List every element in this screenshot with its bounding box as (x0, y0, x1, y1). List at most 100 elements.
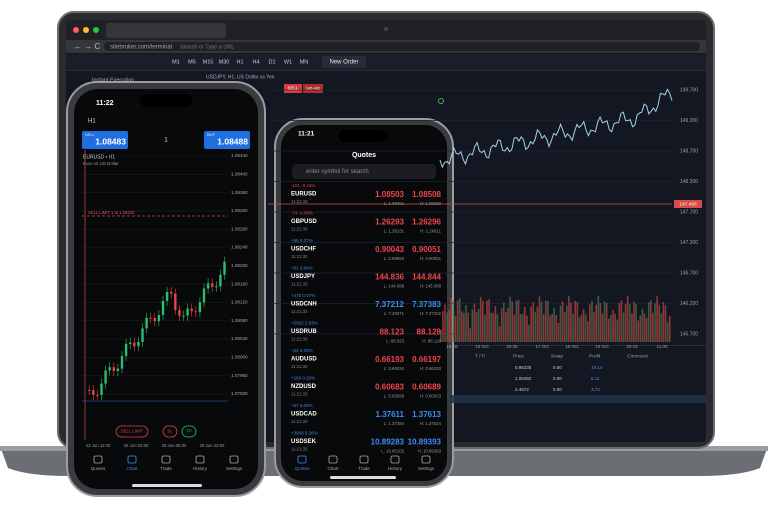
quote-ask[interactable]: 1.08508 (412, 190, 441, 199)
tab-icon[interactable] (161, 455, 171, 464)
quote-ask[interactable]: 10.89393 (408, 438, 442, 447)
timeframe[interactable]: H4 (252, 59, 259, 65)
quote-low: L: 10.85102 (381, 449, 404, 454)
candle-body (129, 342, 132, 344)
volume-bar (654, 303, 656, 342)
quote-bid[interactable]: 10.89283 (371, 438, 405, 447)
quote-symbol: USDCAD (291, 412, 317, 418)
volume-bar (568, 296, 570, 342)
timeframe[interactable]: M5 (188, 59, 196, 65)
volume-bar (572, 313, 574, 342)
quote-change: +67 0.05% (291, 403, 313, 408)
timeframe[interactable]: D1 (268, 59, 275, 65)
browser-tab[interactable] (106, 23, 226, 38)
tab-icon[interactable] (421, 455, 431, 464)
sell-box[interactable] (82, 131, 128, 149)
quote-ask[interactable]: 0.60689 (412, 383, 441, 392)
candle-body (100, 383, 103, 395)
left-phone-island (140, 94, 192, 107)
volume-bar (551, 313, 553, 342)
volume-bar (601, 313, 604, 342)
quote-high: H: 1.26611 (420, 229, 441, 234)
sell-price-box (303, 84, 323, 93)
quote-low: L: 0.66034 (384, 366, 405, 371)
quote-high: H: 145.088 (420, 284, 442, 289)
timeframe[interactable]: M30 (219, 59, 230, 65)
window-close[interactable] (73, 27, 79, 33)
quote-bid[interactable]: 0.90043 (375, 245, 404, 254)
quote-change: +2022 2.63% (291, 321, 318, 326)
quote-ask[interactable]: 88.128 (417, 328, 442, 337)
volume-bar (482, 301, 484, 342)
volume-bar (595, 304, 597, 342)
quote-ask[interactable]: 0.90051 (412, 245, 441, 254)
new-order-label: New Order (329, 60, 358, 66)
right-phone-home-indicator (330, 476, 396, 479)
quote-ask[interactable]: 1.37613 (412, 410, 441, 419)
sell-button[interactable] (284, 84, 302, 93)
quote-ask[interactable]: 7.37383 (412, 300, 441, 309)
candle-body (202, 288, 206, 303)
volume-bar (618, 303, 621, 342)
candle-body (153, 318, 156, 322)
quote-bid[interactable]: 7.37212 (375, 300, 404, 309)
timeframe[interactable]: M15 (203, 59, 214, 65)
candle-body (206, 283, 210, 289)
volume-bar (448, 310, 450, 342)
volume-bar (578, 317, 581, 342)
quote-ask[interactable]: 144.844 (412, 273, 441, 282)
price-axis-label: 1.08080 (231, 318, 248, 323)
timeframe[interactable]: M1 (172, 59, 180, 65)
quote-bid[interactable]: 88.123 (380, 328, 405, 337)
quote-ask[interactable]: 1.26296 (412, 218, 441, 227)
tab-icon[interactable] (390, 455, 400, 464)
candle-body (133, 342, 136, 347)
toolbar-divider (66, 70, 706, 71)
quote-bid[interactable]: 1.37611 (376, 410, 405, 419)
volume-bar (637, 320, 639, 342)
timeframe[interactable]: MN (300, 59, 309, 65)
search-field[interactable] (292, 164, 436, 179)
window-maximize[interactable] (93, 27, 99, 33)
url: sitebroker.com/terminal (110, 45, 172, 51)
quote-bid[interactable]: 1.08503 (375, 190, 404, 199)
order-button[interactable] (115, 425, 149, 438)
volume-bar (612, 309, 614, 342)
volume-bar (639, 315, 642, 342)
quote-bid[interactable]: 1.26293 (375, 218, 404, 227)
tab-icon[interactable] (297, 455, 307, 464)
candle-body (108, 367, 111, 371)
nav-buttons[interactable]: ← → C (74, 42, 100, 51)
candle-body (174, 293, 177, 310)
volume-bar (515, 300, 518, 342)
timeframe[interactable]: W1 (284, 59, 292, 65)
quote-bid[interactable]: 0.66193 (375, 355, 404, 364)
volume-bar (534, 312, 537, 342)
tab-icon[interactable] (127, 455, 137, 464)
new-order-button[interactable] (322, 56, 366, 68)
volume-bar (528, 324, 530, 342)
tab-icon[interactable] (359, 455, 369, 464)
timeframe[interactable]: H1 (236, 59, 243, 65)
quote-ask[interactable]: 0.66197 (412, 355, 441, 364)
tab-icon[interactable] (229, 455, 239, 464)
tab-icon[interactable] (195, 455, 205, 464)
sell-price: 1.08483 (95, 136, 126, 146)
url-field[interactable] (104, 42, 700, 51)
quote-bid[interactable]: 144.836 (375, 273, 404, 282)
quote-time: 11:21:32 (291, 254, 308, 259)
tab-icon[interactable] (328, 455, 338, 464)
quote-change: +3908 0.36% (291, 431, 318, 436)
order-button[interactable] (162, 425, 178, 438)
price-line (439, 88, 673, 169)
window-minimize[interactable] (83, 27, 89, 33)
quote-bid[interactable]: 0.60683 (375, 383, 404, 392)
buy-box[interactable] (204, 131, 250, 149)
volume-bar (471, 309, 474, 342)
volume-bar (668, 316, 671, 342)
order-button[interactable] (181, 425, 197, 438)
tab-icon[interactable] (93, 455, 103, 464)
volume-bar (662, 302, 665, 342)
